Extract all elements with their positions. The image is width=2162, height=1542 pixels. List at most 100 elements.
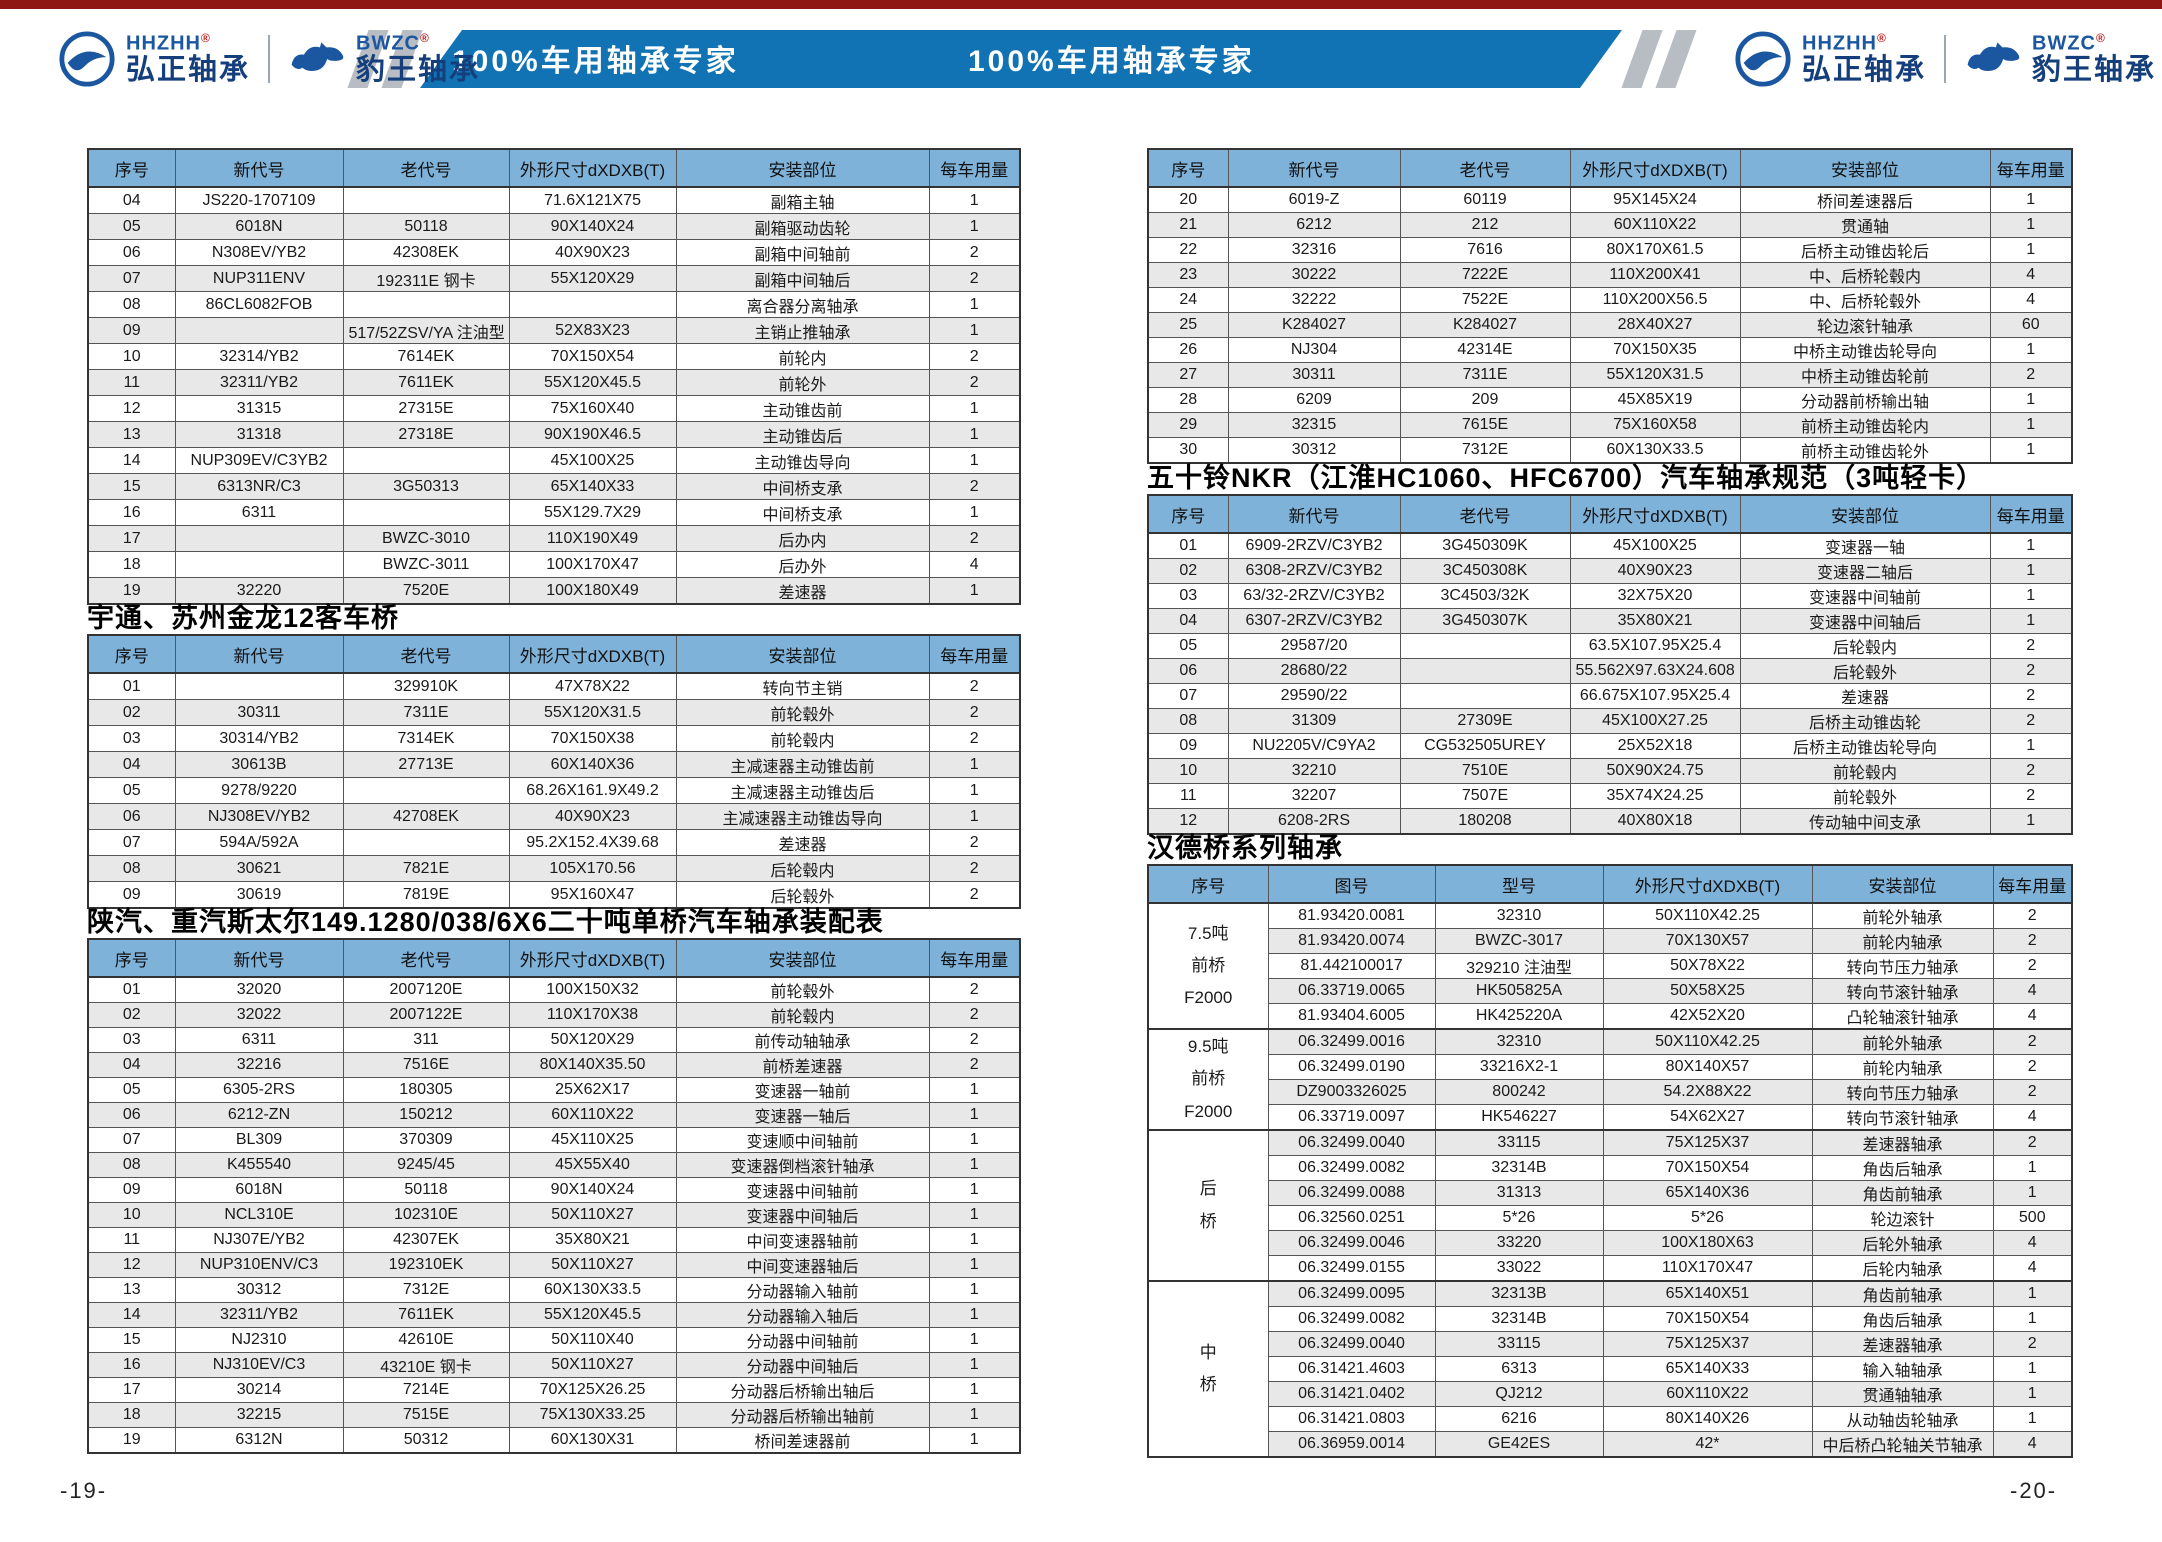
table-cell	[174, 317, 344, 344]
table-row: 7.5吨 前桥 F2000 81.93420.0081 32310 50X110X42.2…	[1147, 902, 2073, 1030]
table-cell: 75X160X58	[1569, 412, 1741, 438]
table-cell: 65X140X33	[508, 473, 677, 500]
column-header: 外形尺寸dXDXB(T)	[1569, 494, 1741, 534]
table-row: 17 BWZC-3010 110X190X49 后办内 2	[87, 525, 1021, 552]
column-header: 每车用量	[928, 634, 1021, 674]
table-cell: 03	[1147, 583, 1229, 609]
table-row: 21 6212 212 60X110X22 贯通轴 1	[1147, 212, 2073, 238]
table-cell: 2	[1989, 783, 2073, 809]
table-row: 07 29590/22 66.675X107.95X25.4 差速器 2	[1147, 683, 2073, 709]
table-cell: 副箱主轴	[675, 186, 930, 214]
table-cell: 转向节压力轴承	[1811, 1079, 1994, 1105]
table-cell: 06	[87, 1102, 176, 1128]
table-cell: 9245/45	[342, 1152, 510, 1178]
table-cell	[174, 672, 344, 700]
table-row: 08 31309 27309E 45X100X27.25 后桥主动锥齿轮 2	[1147, 708, 2073, 734]
table-cell: 1	[1989, 387, 2073, 413]
table-cell: 55X120X45.5	[508, 1302, 677, 1328]
column-header: 每车用量	[1989, 494, 2073, 534]
table-cell: 55X120X45.5	[508, 369, 677, 396]
table-cell: 60119	[1399, 186, 1571, 213]
table-cell: 329910K	[342, 672, 510, 700]
table-cell: 01	[87, 976, 176, 1003]
table-cell: 3G50313	[342, 473, 510, 500]
table-cell: 6308-2RZV/C3YB2	[1227, 558, 1401, 584]
table-cell: 桥间差速器后	[1739, 186, 1991, 213]
panther-logo-icon	[288, 30, 346, 88]
table-cell: 3C450308K	[1399, 558, 1571, 584]
tagline-right: 100%车用轴承专家	[968, 45, 1255, 78]
table-cell: 42314E	[1399, 337, 1571, 363]
section-title-hande: 汉德桥系列轴承	[1147, 833, 1343, 863]
steyr-truck-bearing-table: 序号 新代号 老代号 外形尺寸dXDXB(T) 安装部位 每车用量 01 32020 20071…	[87, 938, 1021, 1454]
column-header: 老代号	[342, 148, 510, 188]
table-cell: 13	[87, 1277, 176, 1303]
table-cell: 30621	[174, 855, 344, 882]
table-cell: 6311	[174, 1027, 344, 1053]
table-row: 01 6909-2RZV/C3YB2 3G450309K 45X100X25 变速器一轴…	[1147, 532, 2073, 559]
table-row: 23 30222 7222E 110X200X41 中、后桥轮毂内 4	[1147, 262, 2073, 288]
table-cell: NCL310E	[174, 1202, 344, 1228]
table-cell: 变速器中间轴后	[675, 1202, 930, 1228]
hande-axle-bearing-table: 序号 图号 型号 外形尺寸dXDXB(T) 安装部位 每车用量 7.5吨 前桥 F2000 81.…	[1147, 864, 2073, 1458]
table-cell: 60	[1989, 312, 2073, 338]
table-cell: 差速器轴承	[1811, 1129, 1994, 1156]
table-row: 03 30314/YB2 7314EK 70X150X38 前轮毂内 2	[87, 725, 1021, 752]
table-cell: 7611EK	[342, 369, 510, 396]
table-row: 06.32499.0190 33216X2-1 80X140X57 前轮内轴承 2	[1148, 1054, 2073, 1080]
table-cell: 前轮外轴承	[1811, 902, 1994, 929]
table-cell: 50X78X22	[1602, 953, 1813, 979]
table-cell: 60X130X33.5	[508, 1277, 677, 1303]
table-cell: K284027	[1227, 312, 1401, 338]
table-cell: 2	[1992, 1028, 2073, 1055]
table-row: 11 32207 7507E 35X74X24.25 前轮毂外 2	[1147, 783, 2073, 809]
table-cell: 变速器中间轴前	[675, 1177, 930, 1203]
table-cell: 副箱中间轴后	[675, 265, 930, 292]
table-cell: 40X80X18	[1569, 808, 1741, 835]
table-cell: 1	[928, 1227, 1021, 1253]
group-label-line: 前桥	[1191, 955, 1226, 975]
table-cell: 29	[1147, 412, 1229, 438]
table-cell: 27309E	[1399, 708, 1571, 734]
brand-block-left: HHZHH® 弘正轴承 BWZC® 豹王轴承	[58, 26, 480, 92]
table-row: 05 6305-2RS 180305 25X62X17 变速器一轴前 1	[87, 1077, 1021, 1103]
table-row: 07 594A/592A 95.2X152.4X39.68 差速器 2	[87, 829, 1021, 856]
table-cell: 副箱驱动齿轮	[675, 213, 930, 240]
table-row: 02 30311 7311E 55X120X31.5 前轮毂外 2	[87, 699, 1021, 726]
table-cell: 63/32-2RZV/C3YB2	[1227, 583, 1401, 609]
table-cell: 1	[1992, 1356, 2073, 1382]
table-row: 10 32210 7510E 50X90X24.75 前轮毂内 2	[1147, 758, 2073, 784]
table-cell: 12	[87, 395, 176, 422]
table-cell	[342, 777, 510, 804]
table-cell: 1	[928, 803, 1021, 830]
table-cell: 55X120X29	[508, 265, 677, 292]
table-row: 06 28680/22 55.562X97.63X24.608 后轮毂外 2	[1147, 658, 2073, 684]
brand-hhzhh-text: HHZHH® 弘正轴承	[126, 32, 250, 85]
table-row: 06.31421.0803 6216 80X140X26 从动轴齿轮轴承 1	[1148, 1406, 2073, 1432]
column-header: 新代号	[174, 634, 344, 674]
table-cell	[174, 525, 344, 552]
table-cell: 1	[928, 751, 1021, 778]
table-cell: 1	[1989, 237, 2073, 263]
table-cell: 后桥主动锥齿轮后	[1739, 237, 1991, 263]
table-cell: 42*	[1602, 1431, 1813, 1458]
table-cell: 70X125X26.25	[508, 1377, 677, 1403]
table-cell: 60X110X22	[1602, 1381, 1813, 1407]
table-cell: 70X150X38	[508, 725, 677, 752]
table-cell: 1	[1992, 1155, 2073, 1181]
table-cell: 1	[928, 395, 1021, 422]
table-cell: 7507E	[1399, 783, 1571, 809]
table-cell: 06.33719.0097	[1267, 1104, 1436, 1131]
table-cell: 1	[928, 1177, 1021, 1203]
table-cell: 30222	[1227, 262, 1401, 288]
hhzhh-logo-icon	[1734, 30, 1792, 88]
table-cell: 29590/22	[1227, 683, 1401, 709]
table-cell: 7522E	[1399, 287, 1571, 313]
table-cell: 2007120E	[342, 976, 510, 1003]
table-cell: 192311E 钢卡	[342, 265, 510, 292]
table-cell: 1	[928, 577, 1021, 605]
table-row: 01 32020 2007120E 100X150X32 前轮毂外 2	[87, 976, 1021, 1003]
table-cell: 1	[928, 291, 1021, 318]
table-cell: NJ308EV/YB2	[174, 803, 344, 830]
table-cell: 06.32499.0155	[1267, 1255, 1436, 1282]
